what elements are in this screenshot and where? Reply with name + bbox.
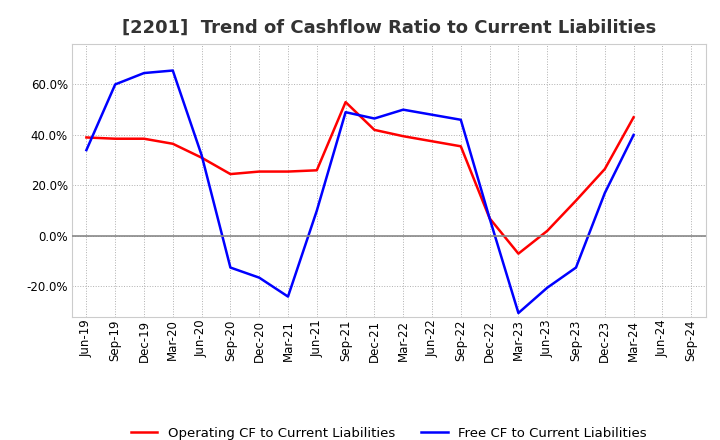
Free CF to Current Liabilities: [485, 216, 494, 221]
Free CF to Current Liabilities: [600, 191, 609, 196]
Free CF to Current Liabilities: [543, 285, 552, 290]
Operating CF to Current Liabilities: [572, 198, 580, 203]
Operating CF to Current Liabilities: [370, 127, 379, 132]
Operating CF to Current Liabilities: [485, 216, 494, 221]
Operating CF to Current Liabilities: [629, 114, 638, 120]
Free CF to Current Liabilities: [197, 153, 206, 158]
Operating CF to Current Liabilities: [428, 139, 436, 144]
Operating CF to Current Liabilities: [341, 99, 350, 105]
Free CF to Current Liabilities: [82, 147, 91, 153]
Operating CF to Current Liabilities: [168, 141, 177, 147]
Legend: Operating CF to Current Liabilities, Free CF to Current Liabilities: Operating CF to Current Liabilities, Fre…: [131, 427, 647, 440]
Free CF to Current Liabilities: [168, 68, 177, 73]
Operating CF to Current Liabilities: [456, 143, 465, 149]
Free CF to Current Liabilities: [140, 70, 148, 76]
Operating CF to Current Liabilities: [82, 135, 91, 140]
Free CF to Current Liabilities: [226, 265, 235, 270]
Operating CF to Current Liabilities: [543, 228, 552, 234]
Line: Free CF to Current Liabilities: Free CF to Current Liabilities: [86, 70, 634, 313]
Operating CF to Current Liabilities: [284, 169, 292, 174]
Free CF to Current Liabilities: [514, 310, 523, 315]
Free CF to Current Liabilities: [629, 132, 638, 138]
Operating CF to Current Liabilities: [399, 134, 408, 139]
Operating CF to Current Liabilities: [140, 136, 148, 141]
Operating CF to Current Liabilities: [111, 136, 120, 141]
Operating CF to Current Liabilities: [514, 251, 523, 256]
Free CF to Current Liabilities: [341, 110, 350, 115]
Free CF to Current Liabilities: [399, 107, 408, 112]
Free CF to Current Liabilities: [428, 112, 436, 117]
Line: Operating CF to Current Liabilities: Operating CF to Current Liabilities: [86, 102, 634, 253]
Free CF to Current Liabilities: [370, 116, 379, 121]
Title: [2201]  Trend of Cashflow Ratio to Current Liabilities: [2201] Trend of Cashflow Ratio to Curren…: [122, 19, 656, 37]
Operating CF to Current Liabilities: [197, 155, 206, 160]
Free CF to Current Liabilities: [312, 208, 321, 213]
Free CF to Current Liabilities: [255, 275, 264, 280]
Operating CF to Current Liabilities: [226, 172, 235, 177]
Free CF to Current Liabilities: [456, 117, 465, 122]
Operating CF to Current Liabilities: [312, 168, 321, 173]
Operating CF to Current Liabilities: [255, 169, 264, 174]
Free CF to Current Liabilities: [572, 265, 580, 270]
Operating CF to Current Liabilities: [600, 166, 609, 172]
Free CF to Current Liabilities: [111, 82, 120, 87]
Free CF to Current Liabilities: [284, 294, 292, 299]
